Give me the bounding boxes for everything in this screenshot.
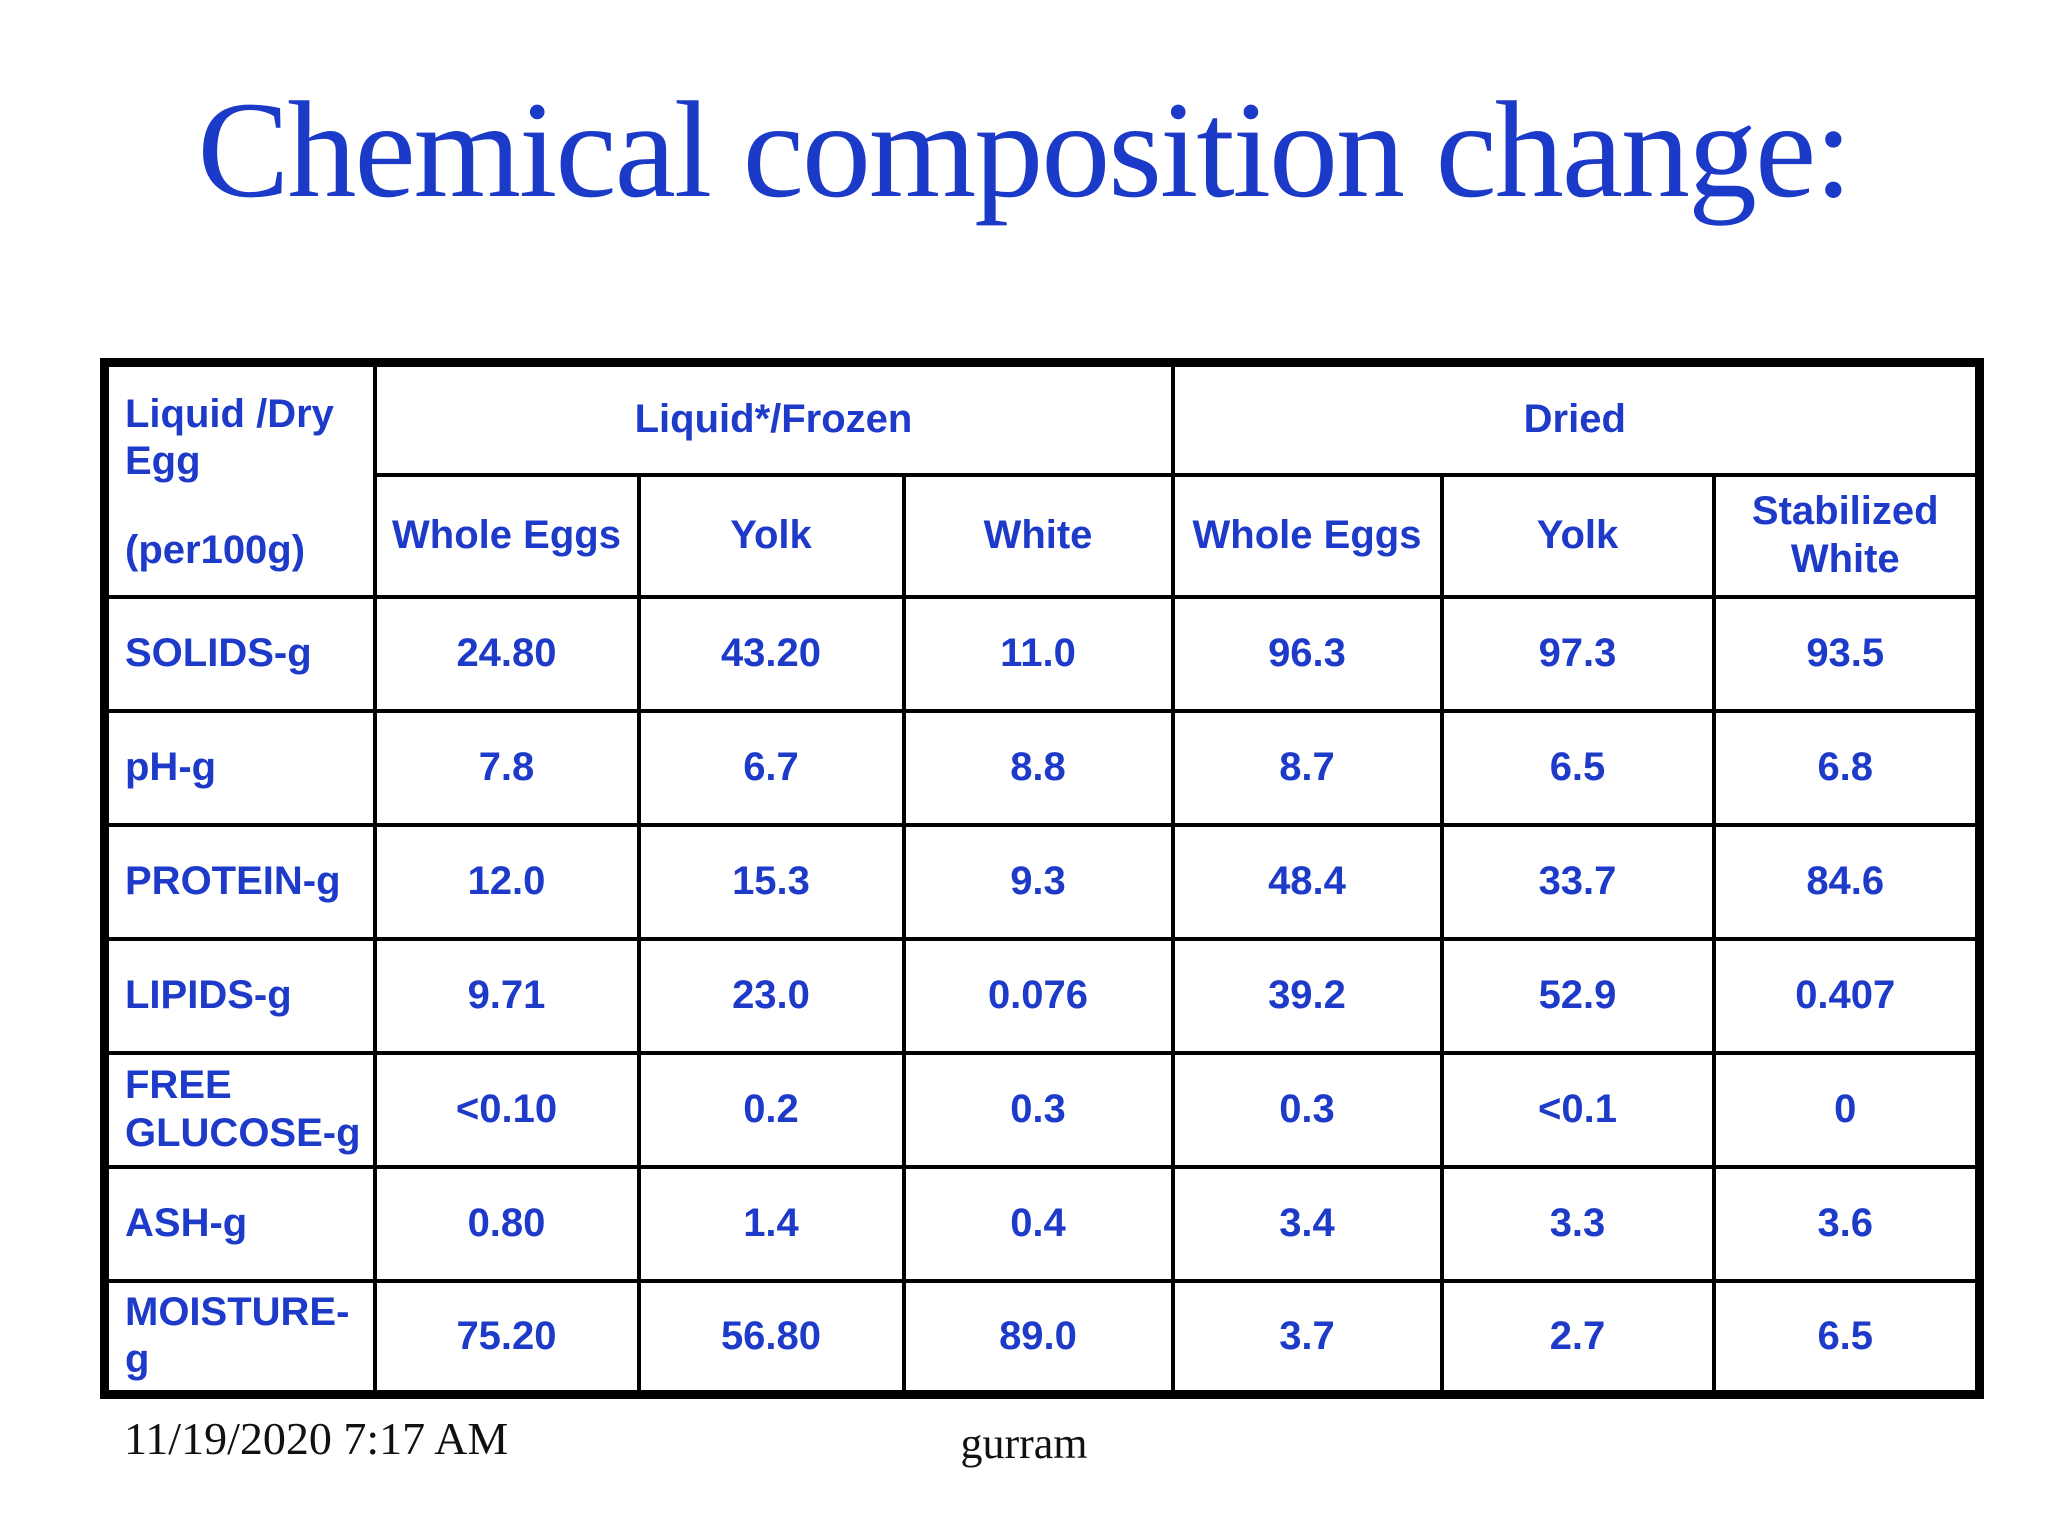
- value-cell: 0.3: [901, 1050, 1175, 1169]
- value-cell: 52.9: [1439, 936, 1716, 1055]
- table-row-protein: PROTEIN-g 12.0 15.3 9.3 48.4 33.7 84.6: [102, 822, 1982, 941]
- row-label: LIPIDS-g: [102, 936, 377, 1055]
- column-header-liquid-yolk: Yolk: [636, 472, 906, 599]
- column-header-dried-yolk: Yolk: [1439, 472, 1716, 599]
- table-row-moisture: MOISTURE-g 75.20 56.80 89.0 3.7 2.7 6.5: [102, 1278, 1982, 1397]
- value-cell: 24.80: [372, 594, 641, 713]
- value-cell: 56.80: [636, 1278, 906, 1397]
- value-cell: 11.0: [901, 594, 1175, 713]
- value-cell: 8.7: [1170, 708, 1444, 827]
- value-cell: 3.7: [1170, 1278, 1444, 1397]
- table-row-free-glucose: FREE GLUCOSE-g <0.10 0.2 0.3 0.3 <0.1 0: [102, 1050, 1982, 1169]
- slide-title: Chemical composition change:: [197, 73, 1852, 226]
- value-cell: 6.7: [636, 708, 906, 827]
- value-cell: 97.3: [1439, 594, 1716, 713]
- column-header-dried-stabilized-white: Stabilized White: [1711, 472, 1982, 599]
- value-cell: 9.3: [901, 822, 1175, 941]
- value-cell: 0.80: [372, 1164, 641, 1283]
- row-label: SOLIDS-g: [102, 594, 377, 713]
- corner-line1: Liquid /Dry Egg: [125, 392, 334, 484]
- column-header-liquid-whole-eggs: Whole Eggs: [372, 472, 641, 599]
- value-cell: 39.2: [1170, 936, 1444, 1055]
- group-header-liquid-frozen: Liquid*/Frozen: [372, 360, 1175, 477]
- value-cell: 96.3: [1170, 594, 1444, 713]
- value-cell: 43.20: [636, 594, 906, 713]
- footer-datetime: 11/19/2020 7:17 AM: [124, 1413, 509, 1464]
- row-label: ASH-g: [102, 1164, 377, 1283]
- value-cell: 12.0: [372, 822, 641, 941]
- group-header-dried: Dried: [1170, 360, 1982, 477]
- table-row-lipids: LIPIDS-g 9.71 23.0 0.076 39.2 52.9 0.407: [102, 936, 1982, 1055]
- value-cell: 7.8: [372, 708, 641, 827]
- table-row-solids: SOLIDS-g 24.80 43.20 11.0 96.3 97.3 93.5: [102, 594, 1982, 713]
- value-cell: 33.7: [1439, 822, 1716, 941]
- row-label: PROTEIN-g: [102, 822, 377, 941]
- value-cell: 3.3: [1439, 1164, 1716, 1283]
- value-cell: 0: [1711, 1050, 1982, 1169]
- value-cell: 6.5: [1711, 1278, 1982, 1397]
- value-cell: 2.7: [1439, 1278, 1716, 1397]
- value-cell: <0.1: [1439, 1050, 1716, 1169]
- table-row-ph: pH-g 7.8 6.7 8.8 8.7 6.5 6.8: [102, 708, 1982, 827]
- column-header-liquid-white: White: [901, 472, 1175, 599]
- value-cell: 6.5: [1439, 708, 1716, 827]
- value-cell: 0.4: [901, 1164, 1175, 1283]
- value-cell: 0.3: [1170, 1050, 1444, 1169]
- value-cell: 75.20: [372, 1278, 641, 1397]
- value-cell: 93.5: [1711, 594, 1982, 713]
- table-subheader-row: Whole Eggs Yolk White Whole Eggs Yolk St…: [105, 472, 1982, 599]
- value-cell: 6.8: [1711, 708, 1982, 827]
- value-cell: 48.4: [1170, 822, 1444, 941]
- value-cell: <0.10: [372, 1050, 641, 1169]
- value-cell: 3.4: [1170, 1164, 1444, 1283]
- value-cell: 0.407: [1711, 936, 1982, 1055]
- corner-line2: (per100g): [125, 528, 306, 573]
- value-cell: 89.0: [901, 1278, 1175, 1397]
- row-label: FREE GLUCOSE-g: [102, 1050, 377, 1169]
- table-group-header-row: Liquid /Dry Egg (per100g) Liquid*/Frozen…: [102, 360, 1982, 599]
- value-cell: 0.2: [636, 1050, 906, 1169]
- value-cell: 9.71: [372, 936, 641, 1055]
- value-cell: 8.8: [901, 708, 1175, 827]
- row-label: pH-g: [102, 708, 377, 827]
- row-label: MOISTURE-g: [102, 1278, 377, 1397]
- value-cell: 1.4: [636, 1164, 906, 1283]
- table-row-ash: ASH-g 0.80 1.4 0.4 3.4 3.3 3.6: [102, 1164, 1982, 1283]
- composition-table: Liquid /Dry Egg (per100g) Liquid*/Frozen…: [100, 358, 1984, 1399]
- column-header-dried-whole-eggs: Whole Eggs: [1170, 472, 1444, 599]
- value-cell: 0.076: [901, 936, 1175, 1055]
- footer-author: gurram: [960, 1419, 1088, 1468]
- value-cell: 23.0: [636, 936, 906, 1055]
- value-cell: 3.6: [1711, 1164, 1982, 1283]
- value-cell: 15.3: [636, 822, 906, 941]
- value-cell: 84.6: [1711, 822, 1982, 941]
- corner-header-cell: Liquid /Dry Egg (per100g): [102, 360, 377, 599]
